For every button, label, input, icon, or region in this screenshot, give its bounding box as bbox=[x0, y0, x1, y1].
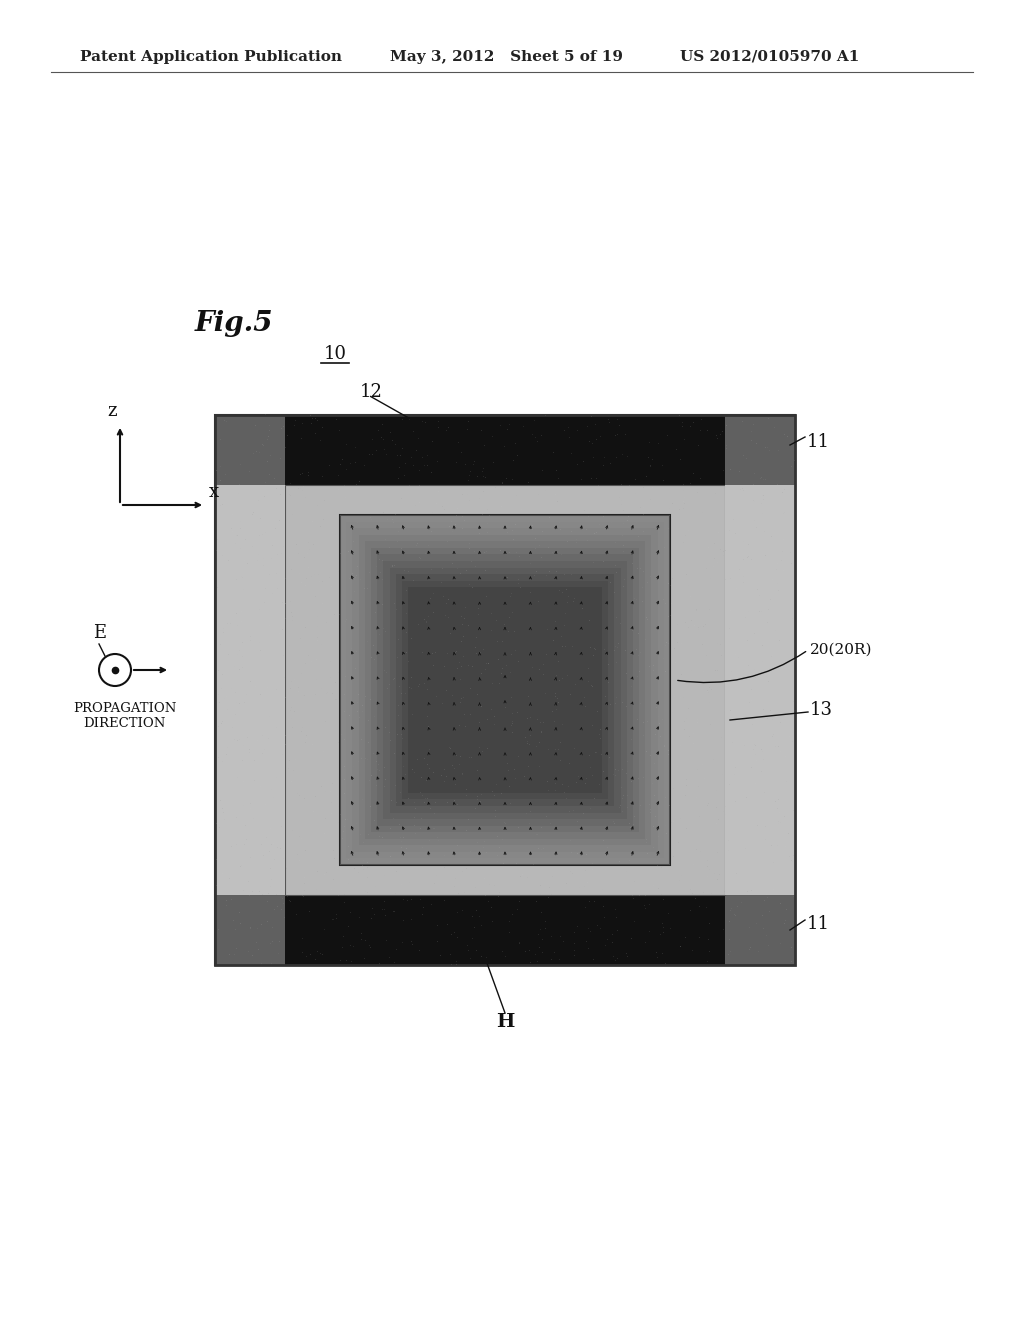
Text: Patent Application Publication: Patent Application Publication bbox=[80, 50, 342, 63]
Bar bbox=[395, 574, 614, 807]
Bar bbox=[215, 895, 285, 965]
Bar bbox=[401, 581, 608, 800]
Text: E: E bbox=[93, 624, 106, 642]
Bar bbox=[346, 521, 664, 858]
Text: 11: 11 bbox=[807, 915, 830, 933]
Bar bbox=[215, 414, 795, 965]
Bar bbox=[340, 515, 670, 865]
Bar bbox=[389, 568, 621, 813]
Bar bbox=[358, 535, 651, 845]
Bar bbox=[285, 895, 725, 965]
Text: H: H bbox=[496, 1012, 514, 1031]
Bar bbox=[215, 414, 285, 484]
Text: 20(20R): 20(20R) bbox=[810, 643, 872, 657]
Circle shape bbox=[99, 653, 131, 686]
Text: 10: 10 bbox=[324, 345, 346, 363]
Text: PROPAGATION
DIRECTION: PROPAGATION DIRECTION bbox=[73, 702, 176, 730]
Bar bbox=[340, 515, 670, 865]
Bar bbox=[371, 548, 639, 832]
Bar bbox=[377, 554, 633, 825]
Text: 13: 13 bbox=[810, 701, 833, 719]
Bar bbox=[725, 895, 795, 965]
Text: US 2012/0105970 A1: US 2012/0105970 A1 bbox=[680, 50, 859, 63]
Text: x: x bbox=[209, 483, 219, 502]
Text: z: z bbox=[108, 403, 117, 420]
Text: 12: 12 bbox=[360, 383, 383, 401]
Bar bbox=[408, 587, 602, 793]
Bar bbox=[365, 541, 645, 838]
Bar bbox=[383, 561, 627, 820]
Bar bbox=[215, 484, 285, 895]
Bar bbox=[725, 414, 795, 484]
Bar bbox=[725, 484, 795, 895]
Text: Fig.5: Fig.5 bbox=[195, 310, 273, 337]
Bar bbox=[285, 414, 725, 484]
Text: 11: 11 bbox=[807, 433, 830, 451]
Text: May 3, 2012   Sheet 5 of 19: May 3, 2012 Sheet 5 of 19 bbox=[390, 50, 623, 63]
Bar bbox=[352, 528, 657, 851]
Bar bbox=[215, 414, 795, 965]
Bar bbox=[285, 484, 725, 895]
